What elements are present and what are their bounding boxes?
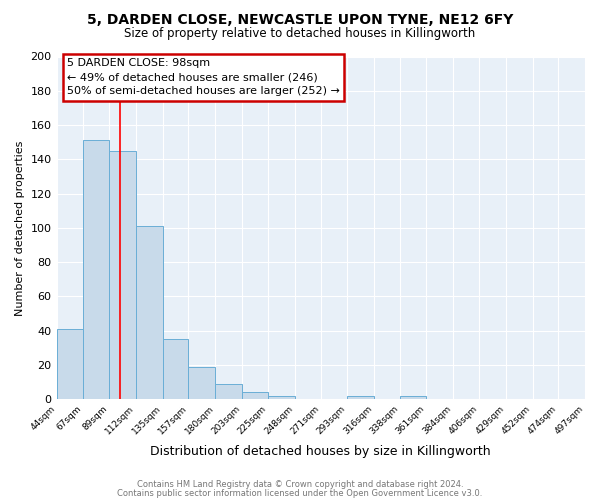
Text: Size of property relative to detached houses in Killingworth: Size of property relative to detached ho… bbox=[124, 28, 476, 40]
X-axis label: Distribution of detached houses by size in Killingworth: Distribution of detached houses by size … bbox=[151, 444, 491, 458]
Y-axis label: Number of detached properties: Number of detached properties bbox=[15, 140, 25, 316]
Bar bbox=[400, 396, 427, 399]
Text: 5 DARDEN CLOSE: 98sqm
← 49% of detached houses are smaller (246)
50% of semi-det: 5 DARDEN CLOSE: 98sqm ← 49% of detached … bbox=[67, 58, 340, 96]
Bar bbox=[56, 329, 83, 399]
Text: Contains public sector information licensed under the Open Government Licence v3: Contains public sector information licen… bbox=[118, 488, 482, 498]
Text: 5, DARDEN CLOSE, NEWCASTLE UPON TYNE, NE12 6FY: 5, DARDEN CLOSE, NEWCASTLE UPON TYNE, NE… bbox=[87, 12, 513, 26]
Bar bbox=[215, 384, 242, 399]
Bar bbox=[109, 150, 136, 399]
Bar bbox=[83, 140, 109, 399]
Bar bbox=[163, 339, 188, 399]
Bar bbox=[347, 396, 374, 399]
Text: Contains HM Land Registry data © Crown copyright and database right 2024.: Contains HM Land Registry data © Crown c… bbox=[137, 480, 463, 489]
Bar bbox=[268, 396, 295, 399]
Bar bbox=[188, 366, 215, 399]
Bar bbox=[242, 392, 268, 399]
Bar bbox=[136, 226, 163, 399]
